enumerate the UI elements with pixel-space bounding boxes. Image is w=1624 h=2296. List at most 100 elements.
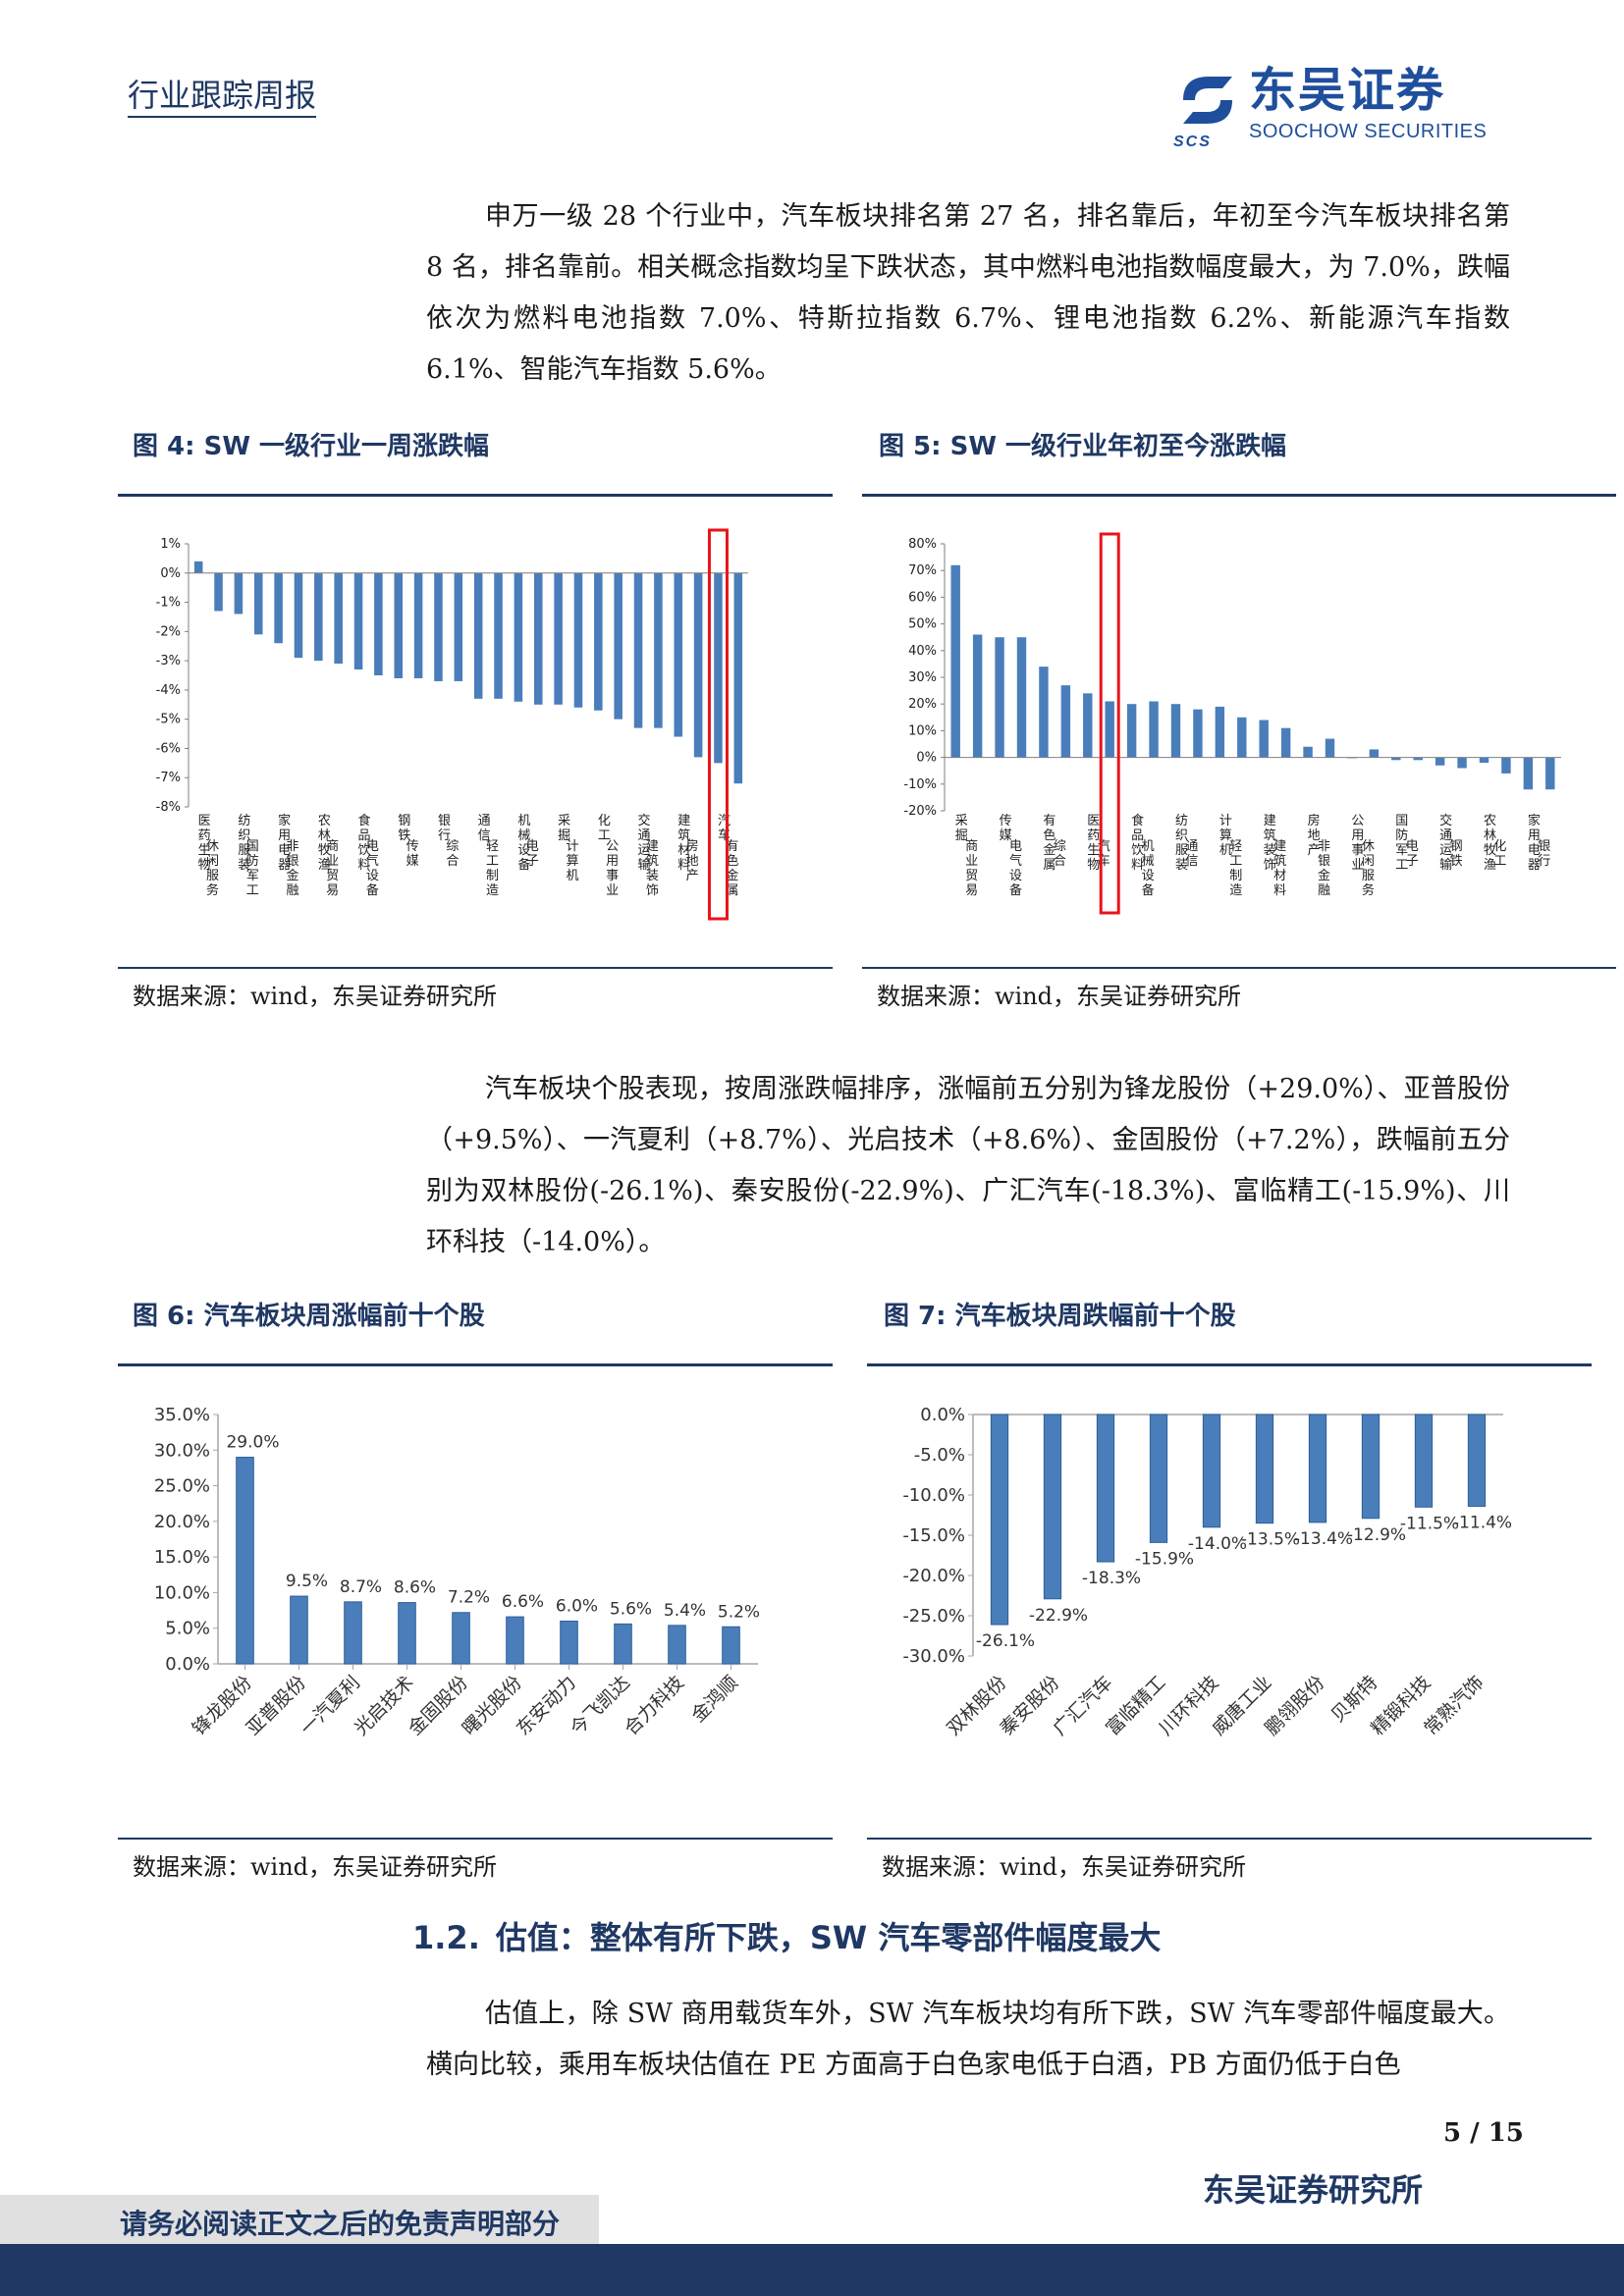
fig4-category-label: 计算机	[566, 839, 578, 883]
fig4-category-label: 国防军工	[246, 839, 259, 898]
fig4-category-label: 电子	[526, 839, 539, 869]
fig4-category-label: 纺织服装	[238, 814, 250, 873]
fig4-category-label: 医药生物	[198, 814, 211, 873]
fig5-category-label: 银行	[1538, 839, 1550, 869]
fig6-caption: 图 6: 汽车板块周涨幅前十个股	[133, 1302, 485, 1331]
fig4-category-label: 银行	[438, 814, 451, 843]
fig6-bar	[344, 1601, 362, 1665]
fig5-bar	[1083, 693, 1093, 758]
fig7-ytick-label: -15.0%	[902, 1525, 965, 1546]
section-number: 1.2.	[412, 1919, 480, 1956]
fig7-data-label: -12.9%	[1347, 1525, 1406, 1545]
fig4-bar	[193, 561, 203, 573]
fig4-bar	[434, 572, 443, 681]
fig4-category-label: 通信	[478, 814, 491, 843]
fig4-bar	[633, 572, 643, 728]
fig6-bar	[398, 1602, 416, 1665]
fig7-bar	[1255, 1414, 1274, 1524]
fig4-ytick-label: -7%	[156, 771, 181, 785]
fig5-category-label: 轻工制造	[1229, 839, 1242, 898]
fig6-bar	[722, 1626, 740, 1665]
fig5-top-rule	[862, 494, 1616, 497]
fig6-data-label: 5.4%	[664, 1601, 706, 1621]
disclaimer-text: 请务必阅读正文之后的免责声明部分	[120, 2208, 561, 2240]
fig5-bar	[1237, 717, 1247, 758]
fig5-bar	[1149, 701, 1159, 758]
fig4-bar	[693, 572, 703, 758]
fig4-bar	[234, 572, 244, 614]
fig5-category-label: 家用电器	[1528, 813, 1541, 873]
fig7-data-label: -18.3%	[1082, 1569, 1141, 1588]
fig7-source: 数据来源：wind，东吴证券研究所	[882, 1853, 1247, 1881]
fig4-ytick-label: -8%	[156, 800, 181, 815]
fig5-bar	[995, 637, 1004, 758]
footer-institute: 东吴证券研究所	[1203, 2171, 1424, 2209]
fig4-bar	[374, 572, 383, 675]
fig4-bar	[214, 572, 223, 612]
fig5-ytick-label: 50%	[908, 617, 937, 632]
fig7-data-label: -15.9%	[1135, 1549, 1194, 1569]
fig7-ytick-label: -20.0%	[902, 1566, 965, 1586]
fig6-bottom-rule	[118, 1838, 833, 1840]
fig5-ytick-label: 0%	[916, 751, 937, 766]
logo-english: SOOCHOW SECURITIES	[1249, 121, 1488, 142]
fig5-category-label: 传媒	[1000, 814, 1012, 843]
fig5-bar	[1391, 757, 1401, 761]
fig7-bar	[1096, 1414, 1115, 1563]
fig5-category-label: 采掘	[955, 814, 968, 843]
fig7-bar	[1361, 1414, 1380, 1520]
fig4-bar	[473, 572, 483, 699]
fig7-bar	[1414, 1414, 1434, 1508]
fig5-bar	[1303, 746, 1313, 758]
fig4-source: 数据来源：wind，东吴证券研究所	[133, 983, 498, 1010]
fig6-ytick-label: 10.0%	[154, 1582, 210, 1603]
fig7-data-label: -13.4%	[1294, 1529, 1353, 1549]
fig4-bar	[733, 572, 743, 784]
fig5-highlight-box	[1099, 532, 1120, 915]
fig7-data-label: -26.1%	[976, 1631, 1035, 1651]
fig7-bar	[1149, 1414, 1168, 1543]
fig6-source: 数据来源：wind，东吴证券研究所	[133, 1853, 498, 1881]
fig7-ytick-label: -10.0%	[902, 1485, 965, 1506]
fig6-ytick-label: 0.0%	[165, 1654, 210, 1675]
fig5-bar	[1325, 738, 1335, 758]
fig6-data-label: 7.2%	[448, 1588, 490, 1608]
fig5-bar	[1126, 704, 1137, 758]
fig4-bar	[714, 572, 723, 764]
fig4-bar	[494, 572, 503, 699]
fig7-data-label: -22.9%	[1029, 1606, 1088, 1626]
fig4-bar	[274, 572, 283, 644]
fig5-category-label: 建筑材料	[1273, 839, 1286, 898]
fig6-data-label: 8.6%	[394, 1578, 436, 1598]
fig4-bar	[294, 572, 303, 659]
fig4-bar	[413, 572, 423, 678]
fig5-ytick-label: 40%	[908, 644, 937, 659]
fig4-bar	[334, 572, 343, 665]
fig6-bar	[668, 1625, 686, 1665]
fig4-category-label: 综合	[446, 839, 459, 869]
fig5-category-label: 化工	[1493, 839, 1506, 869]
paragraph-industry-ranking: 申万一级 28 个行业中，汽车板块排名第 27 名，排名靠后，年初至今汽车板块排…	[426, 201, 1510, 385]
fig5-category-label: 医药生物	[1087, 814, 1100, 873]
fig4-bar	[614, 572, 623, 720]
fig4-category-label: 农林牧渔	[318, 814, 331, 873]
fig5-ytick-label: 60%	[908, 590, 937, 605]
fig7-data-label: -14.0%	[1188, 1534, 1247, 1554]
fig6-ytick-label: 35.0%	[154, 1405, 210, 1425]
fig5-category-label: 非银金融	[1318, 839, 1330, 898]
fig5-category-label: 汽车	[1098, 839, 1110, 869]
fig5-category-label: 有色金属	[1043, 814, 1056, 873]
fig6-category-label: 金鸿顺	[687, 1672, 742, 1727]
fig5-bar	[1215, 706, 1225, 758]
fig4-category-label: 建筑材料	[677, 814, 690, 873]
fig5-bar	[1259, 720, 1269, 758]
fig4-bar	[594, 572, 603, 711]
fig7-ytick-label: -5.0%	[914, 1445, 965, 1466]
fig5-category-label: 交通运输	[1439, 813, 1452, 873]
fig5-ytick-label: -20%	[903, 804, 937, 819]
fig6-ytick-label: 20.0%	[154, 1512, 210, 1532]
fig5-bar	[1170, 704, 1181, 758]
fig6-ytick-label: 25.0%	[154, 1476, 210, 1497]
fig4-ytick-label: -2%	[156, 624, 181, 639]
